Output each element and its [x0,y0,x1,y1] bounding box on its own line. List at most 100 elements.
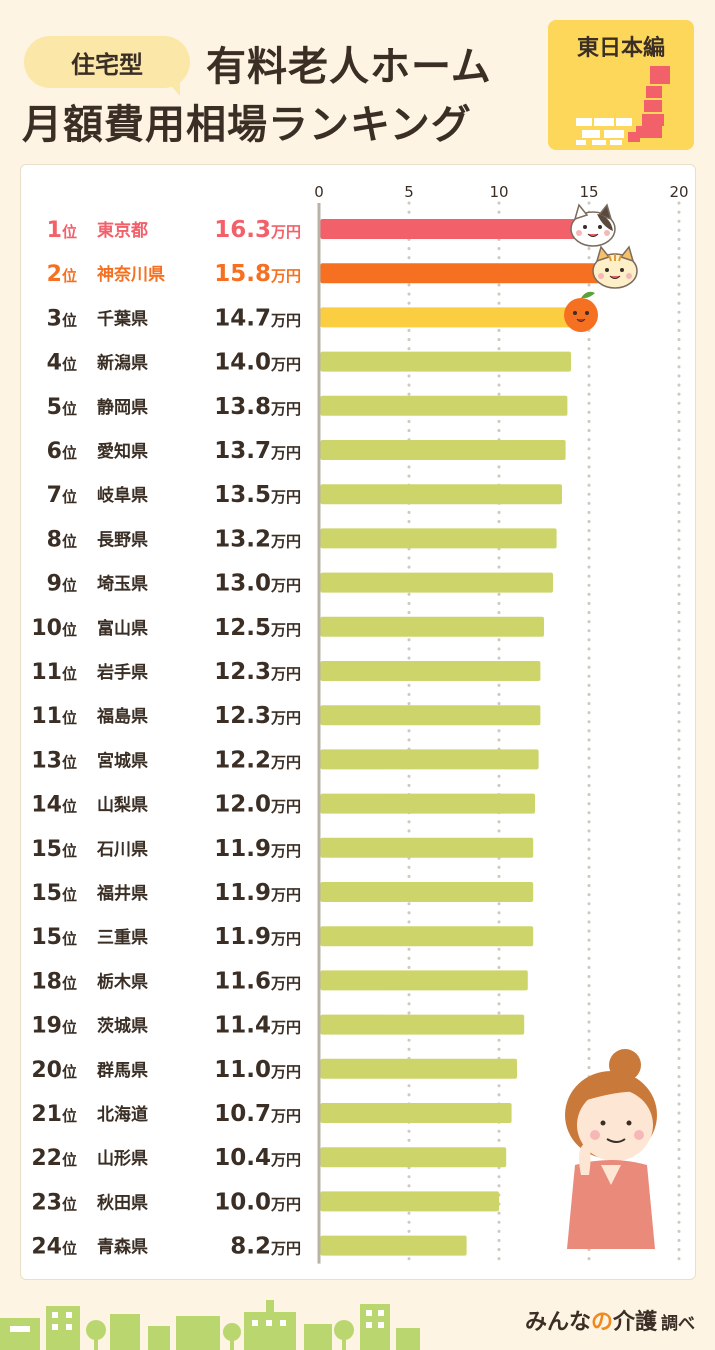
prefecture-label: 静岡県 [97,397,148,418]
category-badge-label: 住宅型 [71,50,143,79]
thinking-woman-character-icon [565,1049,657,1249]
value-label: 11.4万円 [214,1013,301,1039]
value-label: 13.0万円 [214,571,301,597]
bar [320,882,534,902]
rank-label: 10位 [31,616,77,641]
prefecture-label: 新潟県 [97,353,148,374]
prefecture-label: 秋田県 [97,1192,148,1213]
rank-label: 24位 [31,1235,77,1260]
cat-character-tabby-icon [592,245,638,289]
value-label: 12.3万円 [214,659,301,685]
prefecture-label: 愛知県 [97,441,148,462]
rank-label: 7位 [47,483,77,508]
rank-label: 5位 [47,395,77,420]
source-suffix: 調べ [661,1314,695,1334]
bar [320,351,571,372]
prefecture-label: 北海道 [97,1104,148,1125]
prefecture-label: 栃木県 [97,971,148,992]
rank-label: 15位 [31,925,77,950]
value-label: 13.5万円 [214,482,301,508]
bar [320,484,562,505]
page-title-line1: 有料老人ホーム [206,44,492,90]
value-label: 11.9万円 [214,836,301,862]
bar [320,926,534,947]
rank-label: 3位 [47,306,77,331]
bar [320,572,553,593]
value-label: 10.4万円 [214,1145,301,1171]
prefecture-label: 福島県 [96,706,148,727]
rank-label: 15位 [31,881,77,906]
value-label: 11.0万円 [214,1057,301,1083]
bar [320,219,613,239]
rank-label: 19位 [31,1014,77,1039]
prefecture-label: 石川県 [96,840,148,860]
bar [320,793,535,814]
prefecture-label: 山形県 [97,1148,148,1169]
bar [320,705,541,726]
category-badge: 住宅型 [24,36,190,96]
value-label: 16.3万円 [214,217,301,243]
bar [320,1103,512,1123]
value-label: 10.0万円 [214,1189,301,1215]
prefecture-label: 千葉県 [97,308,148,329]
rank-label: 6位 [47,439,77,464]
rank-label: 22位 [31,1146,77,1171]
prefecture-label: 山梨県 [97,795,148,816]
ranking-bar-chart: 0 5 10 15 20 1位 東京都 16.3万円 2位 神奈川県 15.8万円 3位 千葉県 14.… [31,183,689,1266]
value-label: 13.8万円 [214,394,301,420]
value-label: 11.9万円 [214,924,301,950]
bar [320,970,528,991]
page-title-line2: 月額費用相場ランキング [22,102,472,148]
rank-label: 15位 [31,837,77,862]
value-label: 13.2万円 [214,526,301,552]
bar [320,661,541,681]
value-label: 14.7万円 [214,305,301,331]
bar [320,1191,499,1212]
prefecture-label: 青森県 [97,1237,148,1258]
prefecture-label: 三重県 [97,927,148,948]
cat-character-calico-icon [570,203,616,247]
x-tick-label: 5 [404,183,414,201]
value-label: 8.2万円 [230,1234,301,1260]
value-label: 12.5万円 [214,615,301,641]
town-silhouette-decoration [0,1300,420,1350]
prefecture-label: 東京都 [97,220,148,241]
ranking-chart-panel: 0 5 10 15 20 1位 東京都 16.3万円 2位 神奈川県 15.8万円 3位 千葉県 14.… [20,164,696,1280]
prefecture-label: 茨城県 [97,1016,148,1037]
prefecture-label: 岩手県 [96,662,148,683]
rank-label: 11位 [31,660,77,685]
prefecture-label: 宮城県 [97,750,148,771]
bar [320,528,557,549]
region-badge: 東日本編 [548,20,694,150]
x-tick-label: 0 [314,183,324,201]
bar [320,837,534,858]
rank-label: 21位 [31,1102,77,1127]
bar [320,307,584,328]
bar [320,616,544,637]
brand-name-part3: 介護 [612,1310,657,1335]
brand-name-part1: みんな [524,1310,591,1335]
prefecture-label: 長野県 [97,530,148,550]
rank-label: 18位 [31,969,77,994]
bar [320,263,604,284]
rank-label: 13位 [31,748,77,773]
value-label: 12.2万円 [214,747,301,773]
rank-label: 8位 [47,527,77,552]
rank-label: 23位 [31,1190,77,1215]
value-label: 13.7万円 [214,438,301,464]
value-label: 11.6万円 [214,968,301,994]
prefecture-label: 神奈川県 [97,264,165,285]
prefecture-label: 群馬県 [97,1060,148,1081]
bar [320,440,566,460]
rank-label: 14位 [31,793,77,818]
orange-character-icon [564,291,598,332]
bar [320,749,539,770]
value-label: 15.8万円 [214,261,301,287]
rank-label: 1位 [47,218,77,243]
rank-label: 9位 [47,572,77,597]
rank-label: 20位 [31,1058,77,1083]
value-label: 11.9万円 [214,880,301,906]
rank-label: 11位 [31,704,77,729]
brand-name-part2: の [590,1310,613,1335]
x-tick-label: 20 [669,183,688,201]
